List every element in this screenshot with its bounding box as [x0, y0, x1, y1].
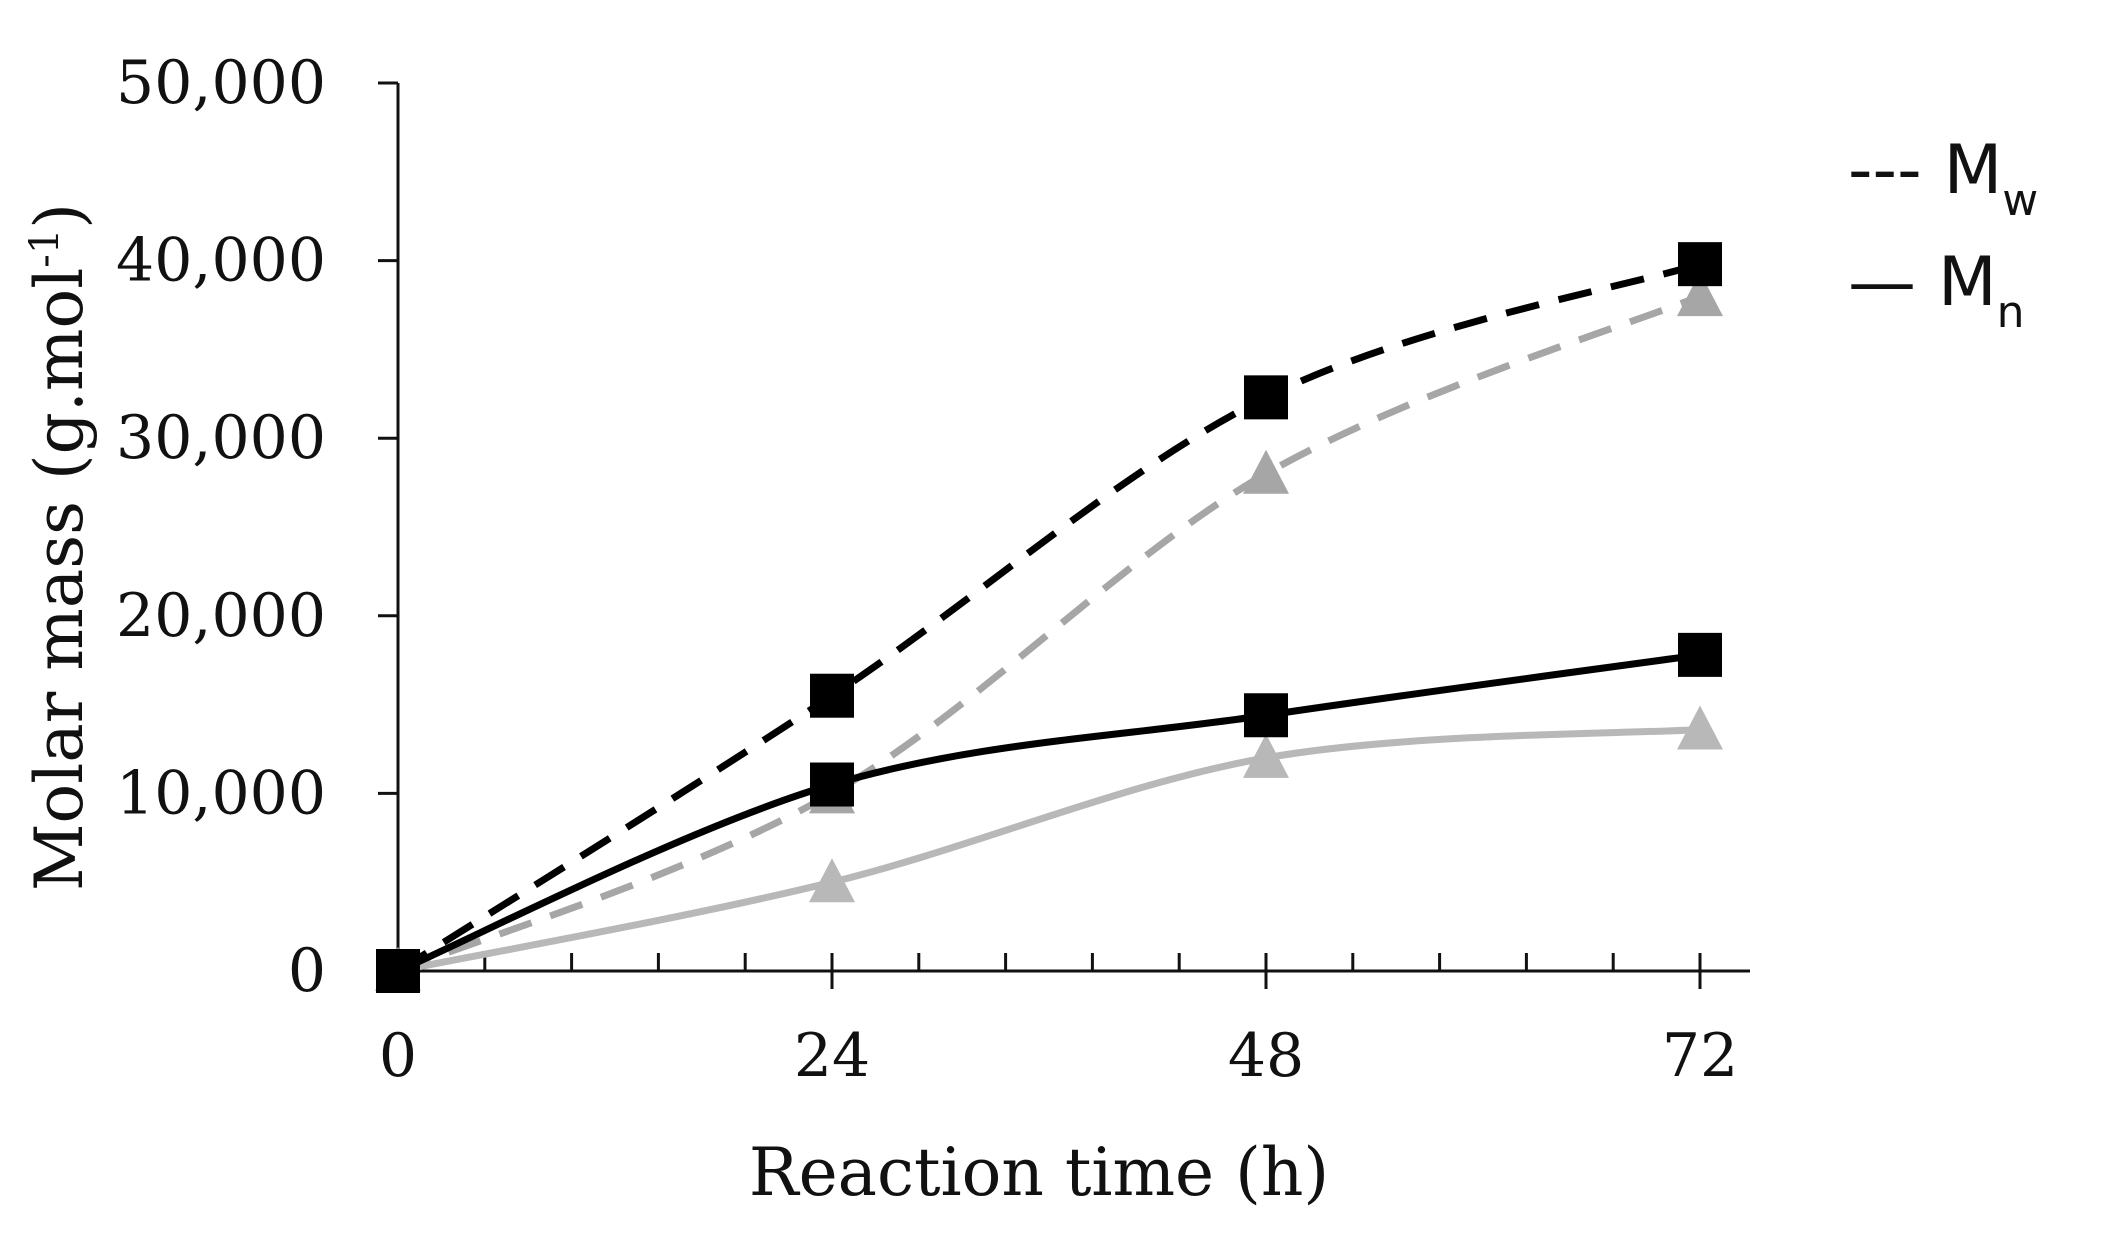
marker-mw-square: [810, 673, 854, 718]
legend-sub-n: n: [1997, 287, 2025, 338]
marker-mn-triangle: [809, 858, 855, 903]
axes-layer: [380, 83, 1750, 973]
series-line-mw-triangle: [396, 292, 1702, 975]
legend-symbol-dashed: ---: [1848, 131, 1922, 210]
y-tick-label: 0: [288, 936, 326, 1006]
marker-mn-triangle: [1243, 733, 1289, 778]
legend: --- Mw — Mn: [1848, 131, 2038, 338]
marker-mn-square: [810, 762, 854, 807]
legend-symbol-solid: —: [1848, 243, 1916, 322]
x-tick-label: 48: [1228, 1021, 1304, 1091]
legend-entry-mn: — Mn: [1848, 243, 2025, 338]
y-axis-title-superscript: -1: [22, 229, 68, 268]
series-layer: [396, 260, 1702, 975]
ticks-layer: 0 10,000 20,000 30,000 40,000 50,000 0 24 48 72: [116, 48, 1738, 1091]
marker-mn-triangle: [1677, 705, 1723, 750]
x-tick-label: 72: [1662, 1021, 1738, 1091]
series-line-mw-square: [396, 260, 1702, 974]
marker-mn-square: [1244, 693, 1288, 738]
legend-label-mn: M: [1938, 243, 1997, 322]
y-axis-title: Molar mass (g.mol-1): [21, 203, 98, 891]
x-tick-label: 0: [379, 1021, 417, 1091]
marker-mn-square: [376, 949, 420, 993]
series-line-mn-square: [396, 651, 1701, 975]
markers-layer: [375, 242, 1723, 993]
marker-mw-square: [1678, 242, 1722, 287]
legend-label-mw: M: [1944, 131, 2003, 210]
marker-mw-triangle: [1677, 272, 1723, 317]
y-axis-title-close: ): [21, 203, 98, 229]
marker-mw-triangle: [1243, 449, 1289, 494]
y-tick-label: 30,000: [116, 403, 326, 473]
y-axis-title-main: Molar mass (g.mol: [21, 268, 98, 891]
legend-sub-w: w: [2002, 175, 2038, 226]
y-tick-label: 40,000: [116, 226, 326, 296]
series-line-mn-triangle: [397, 725, 1701, 975]
legend-entry-mw: --- Mw: [1848, 131, 2038, 226]
y-tick-label: 50,000: [116, 48, 326, 118]
x-tick-label: 24: [794, 1021, 870, 1091]
x-axis-title: Reaction time (h): [749, 1134, 1329, 1211]
marker-mw-square: [1244, 375, 1288, 420]
y-tick-label: 20,000: [116, 581, 326, 651]
y-tick-label: 10,000: [116, 758, 326, 828]
marker-mn-square: [1678, 632, 1722, 677]
